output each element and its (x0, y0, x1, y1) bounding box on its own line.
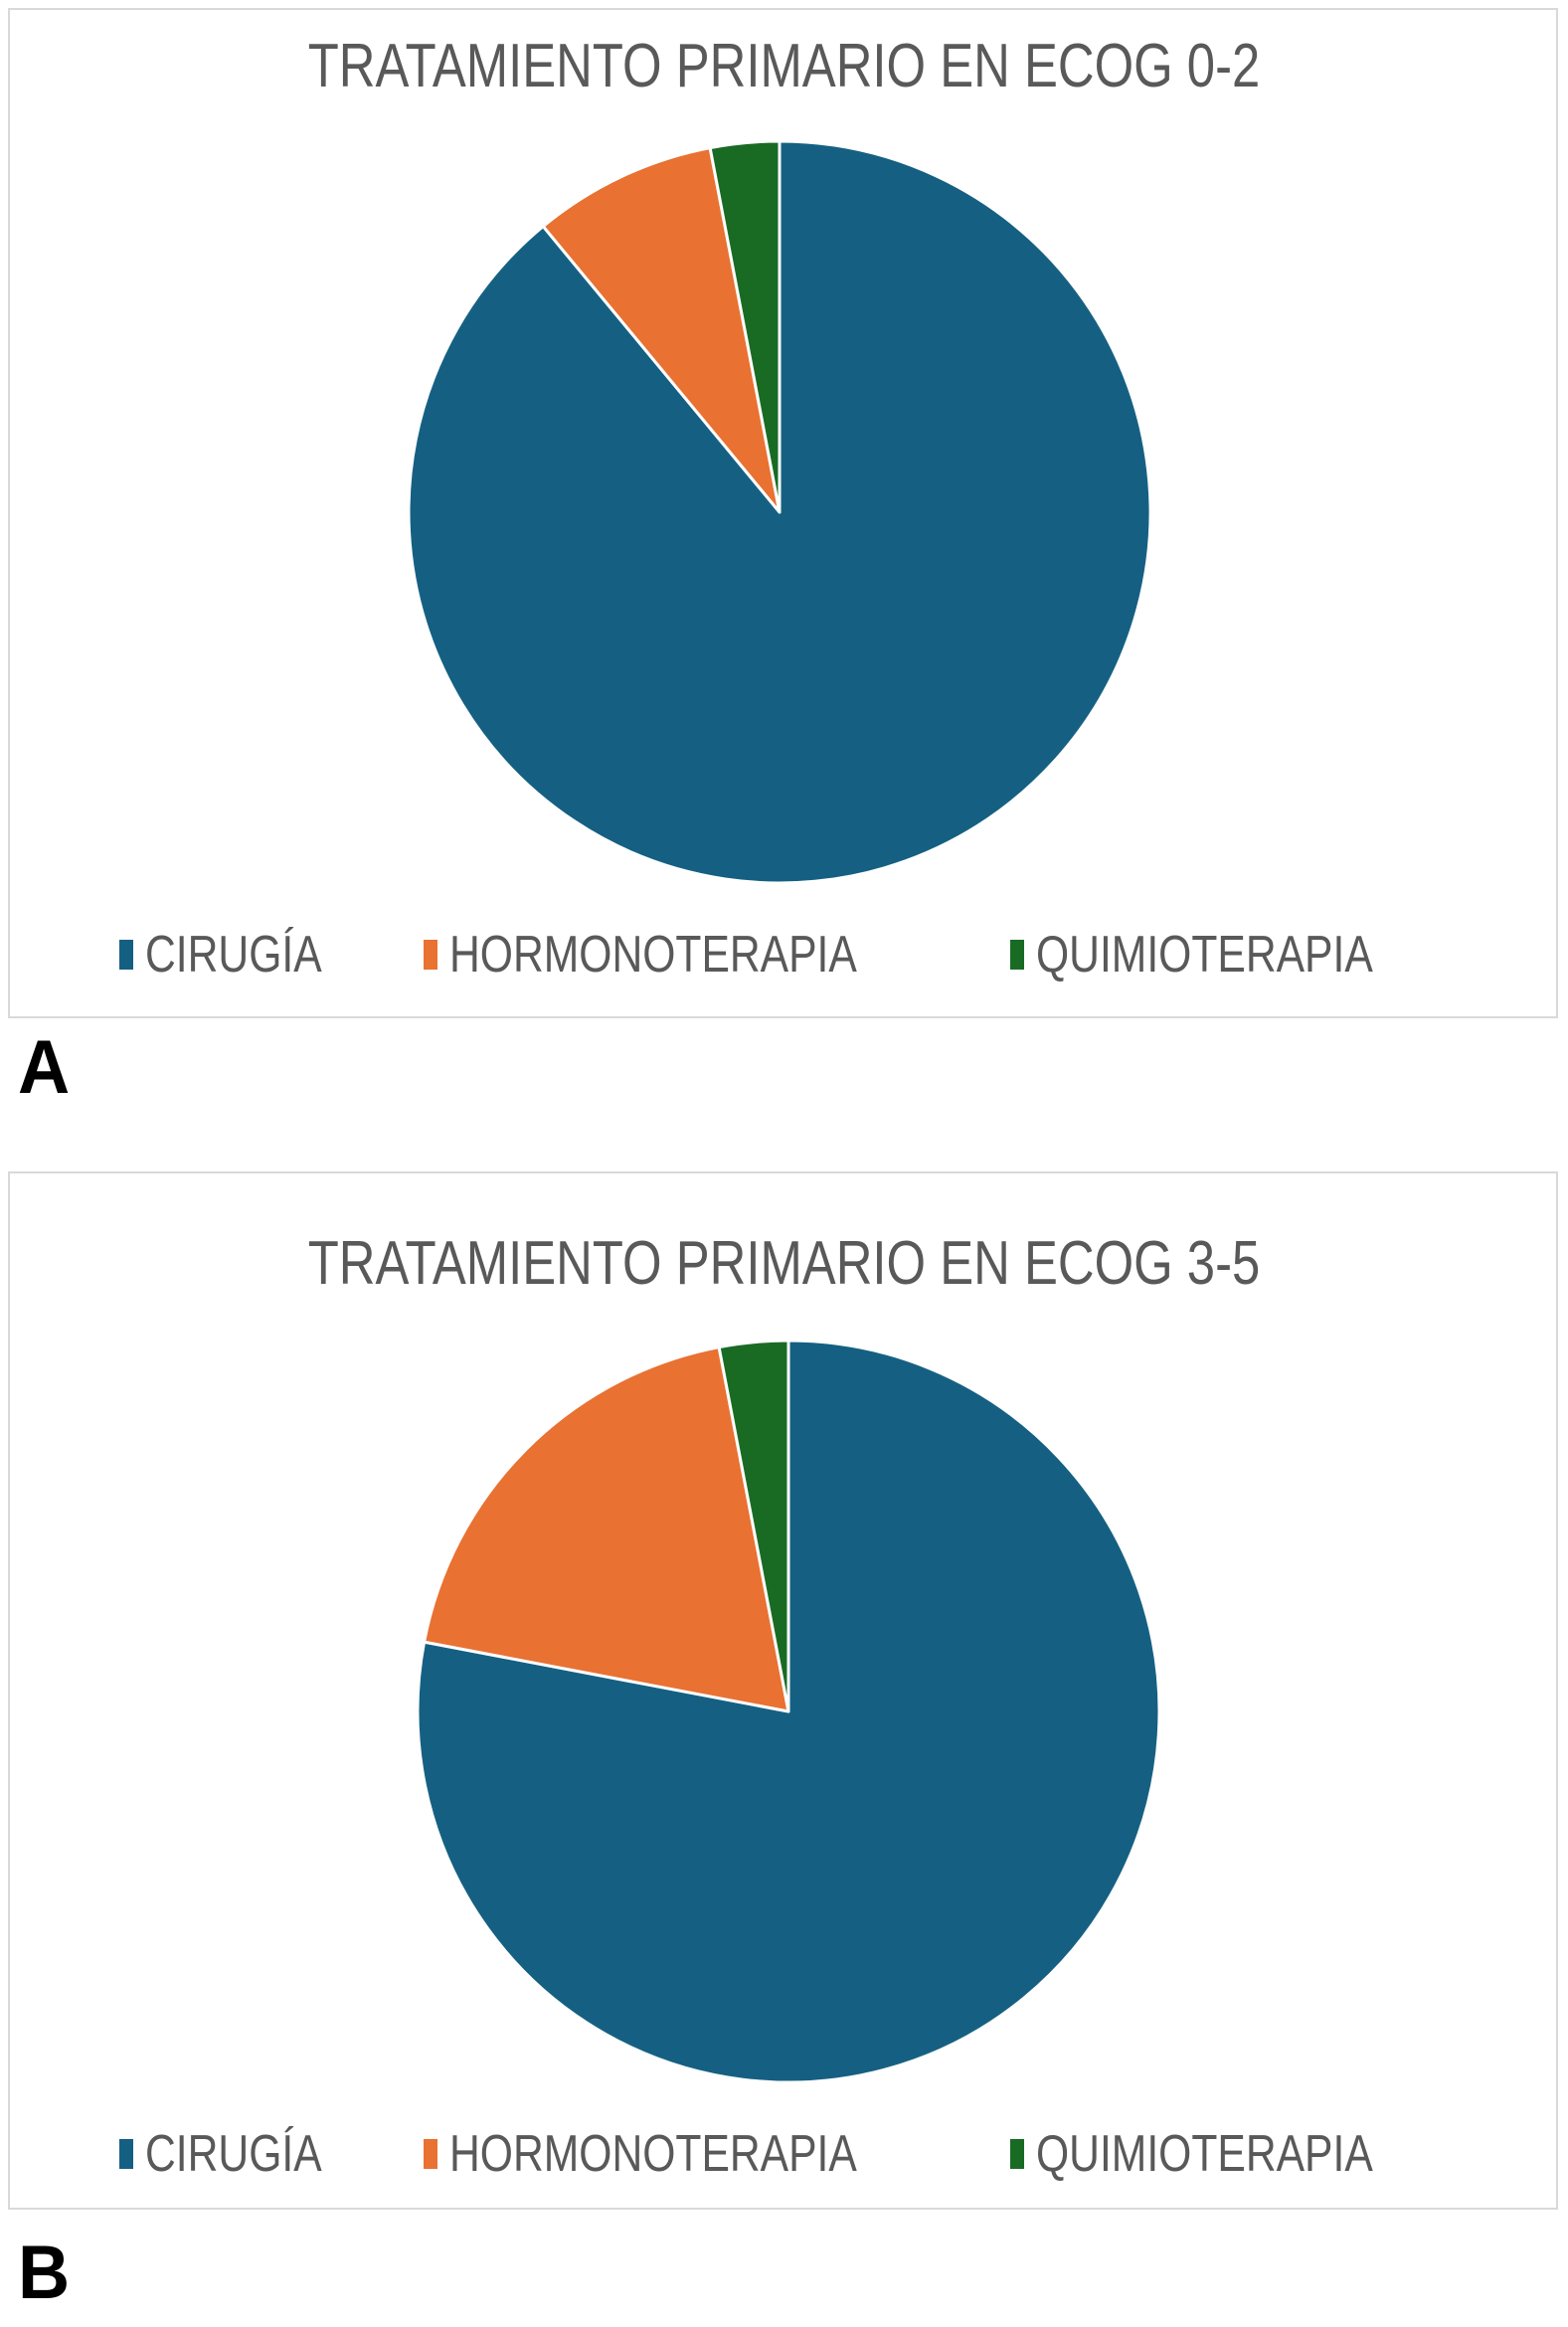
panel-label-b: B (18, 2231, 71, 2315)
chart-title-ecog-0-2: TRATAMIENTO PRIMARIO EN ECOG 0-2 (307, 32, 1261, 100)
legend-marker-icon (424, 2139, 438, 2169)
legend-item-hormonoterapia: HORMONOTERAPIA (424, 2128, 947, 2180)
pie-chart-ecog-3-5 (416, 1339, 1161, 2084)
legend-marker-icon (118, 940, 133, 970)
legend-item-cirugía: CIRUGÍA (118, 926, 361, 984)
legend-label: CIRUGÍA (144, 926, 322, 984)
legend-ecog-0-2: CIRUGÍA HORMONOTERAPIA QUIMIOTERAPIA (8, 923, 1558, 986)
pie-slice-quimioterapia (717, 1339, 790, 1713)
legend-label: CIRUGÍA (144, 2125, 322, 2183)
chart-title-ecog-3-5: TRATAMIENTO PRIMARIO EN ECOG 3-5 (307, 1229, 1261, 1298)
legend-marker-icon (1010, 2139, 1025, 2169)
legend-item-cirugía: CIRUGÍA (118, 2125, 361, 2183)
legend-label: HORMONOTERAPIA (449, 926, 858, 984)
legend-label: QUIMIOTERAPIA (1036, 2125, 1373, 2183)
panel-label-a: A (18, 1025, 71, 1110)
legend-label: HORMONOTERAPIA (449, 2125, 858, 2183)
legend-ecog-3-5: CIRUGÍA HORMONOTERAPIA QUIMIOTERAPIA (8, 2122, 1558, 2186)
pie-chart-ecog-0-2 (407, 139, 1152, 885)
legend-label: QUIMIOTERAPIA (1036, 926, 1373, 984)
legend-item-quimioterapia: QUIMIOTERAPIA (1010, 929, 1447, 981)
pie-slice-hormonoterapia (541, 146, 782, 514)
legend-marker-icon (1010, 940, 1025, 970)
legend-item-hormonoterapia: HORMONOTERAPIA (424, 929, 947, 981)
legend-marker-icon (118, 2139, 133, 2169)
legend-marker-icon (424, 940, 438, 970)
pie-slice-hormonoterapia (423, 1345, 790, 1713)
legend-item-quimioterapia: QUIMIOTERAPIA (1010, 2128, 1447, 2180)
pie-slice-quimioterapia (708, 139, 782, 514)
